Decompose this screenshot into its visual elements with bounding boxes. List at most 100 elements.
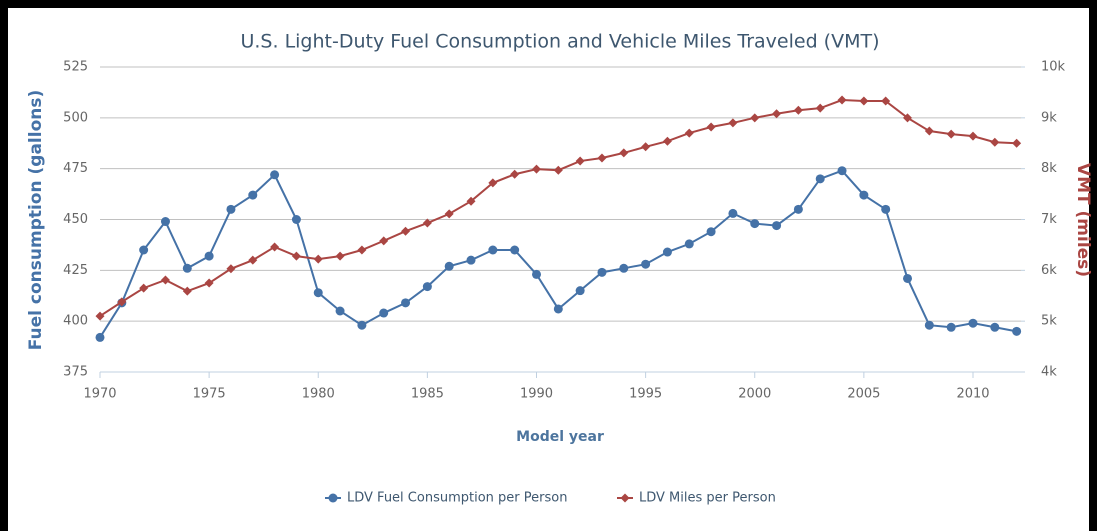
data-point [728,118,738,128]
y2-tick-label: 10k [1041,60,1066,75]
x-tick-label: 2010 [956,387,989,402]
x-tick-label: 1995 [629,387,662,402]
data-point [139,245,149,255]
x-tick-label: 1985 [411,387,444,402]
data-point [793,105,803,115]
data-point [117,297,127,307]
y2-tick-label: 7k [1041,212,1057,227]
data-point [990,137,1000,147]
data-point [510,245,520,255]
data-point [95,311,105,321]
data-point [357,320,367,330]
data-point [859,190,869,200]
data-point [226,204,236,214]
x-tick-label: 1980 [302,387,335,402]
legend-label: LDV Miles per Person [639,491,776,506]
data-point [968,318,978,328]
data-point [444,261,454,271]
y2-tick-label: 4k [1041,365,1057,380]
x-tick-label: 2005 [847,387,880,402]
data-point [553,304,563,314]
y-tick-label: 400 [63,314,88,329]
y-tick-label: 450 [63,212,88,227]
data-point [160,217,170,227]
data-point [182,263,192,273]
data-point [248,255,258,265]
chart-background [8,8,1089,531]
x-axis-title: Model year [516,429,604,445]
data-point [837,166,847,176]
data-point [750,113,760,123]
data-point [379,308,389,318]
data-point [401,226,411,236]
data-point [1012,326,1022,336]
data-point [924,320,934,330]
data-point [160,275,170,285]
data-point [881,96,891,106]
data-point [684,128,694,138]
data-point [510,169,520,179]
data-point [313,288,323,298]
data-point [488,178,498,188]
y2-tick-label: 6k [1041,263,1057,278]
data-point [466,196,476,206]
data-point [968,131,978,141]
data-point [553,165,563,175]
data-point [270,242,280,252]
data-point [684,239,694,249]
data-point [531,164,541,174]
data-point [793,204,803,214]
data-point [335,251,345,261]
data-point [619,148,629,158]
data-point [248,190,258,200]
data-point [597,267,607,277]
data-point [641,259,651,269]
data-point [357,245,367,255]
data-point [139,283,149,293]
data-point [291,251,301,261]
y2-tick-label: 5k [1041,314,1057,329]
data-point [531,269,541,279]
data-point [95,332,105,342]
y-tick-label: 425 [63,263,88,278]
data-point [422,218,432,228]
x-tick-label: 1990 [520,387,553,402]
data-point [270,170,280,180]
y-tick-label: 525 [63,60,88,75]
data-point [881,204,891,214]
data-point [815,174,825,184]
data-point [422,282,432,292]
data-point [204,251,214,261]
y2-tick-label: 8k [1041,161,1057,176]
data-point [772,109,782,119]
data-point [488,245,498,255]
data-point [859,96,869,106]
data-point [903,273,913,283]
x-tick-label: 1970 [83,387,116,402]
data-point [662,247,672,257]
data-point [335,306,345,316]
data-point [662,136,672,146]
data-point [641,142,651,152]
data-point [401,298,411,308]
data-point [619,263,629,273]
data-point [379,236,389,246]
data-point [946,322,956,332]
x-tick-label: 2000 [738,387,771,402]
data-point [291,215,301,224]
data-point [706,227,716,237]
data-point [728,208,738,218]
data-point [924,126,934,136]
data-point [226,264,236,274]
y-tick-label: 475 [63,161,88,176]
x-tick-label: 1975 [193,387,226,402]
data-point [597,153,607,163]
legend-label: LDV Fuel Consumption per Person [347,491,567,506]
data-point [837,95,847,105]
data-point [990,322,1000,332]
y-tick-label: 500 [63,110,88,125]
data-point [575,286,585,296]
data-point [313,254,323,264]
